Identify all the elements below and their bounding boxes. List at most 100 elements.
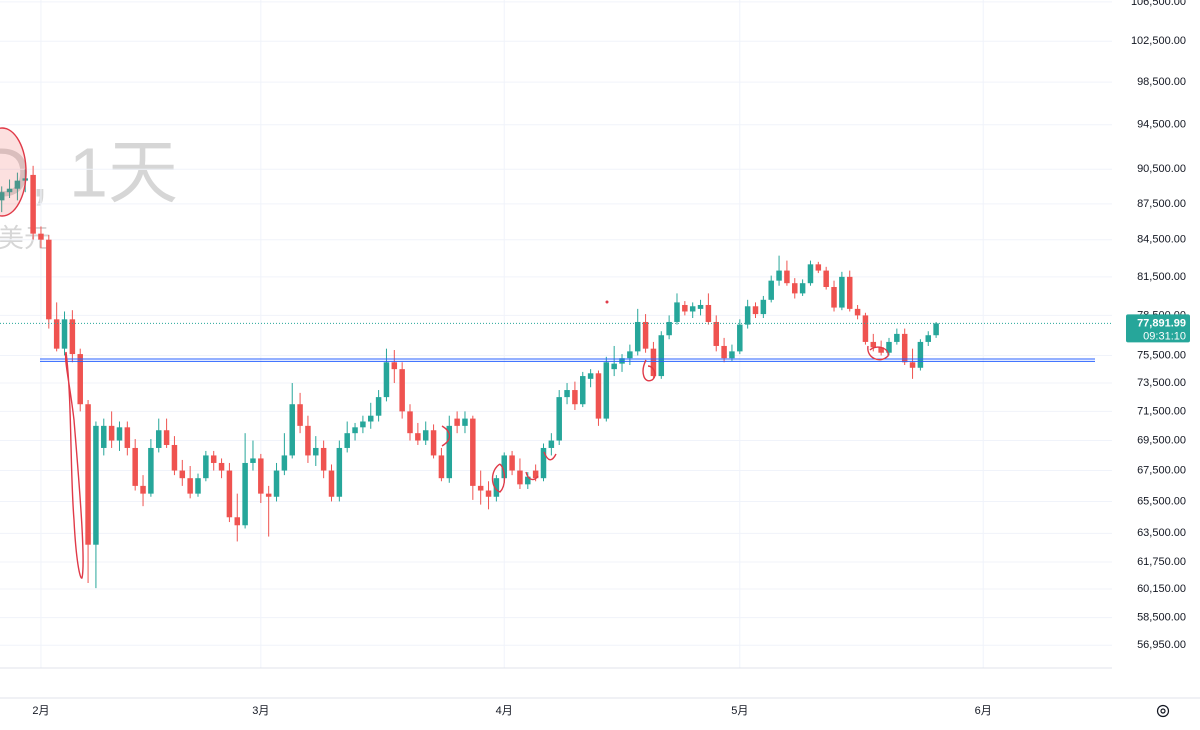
y-tick-label: 94,500.00 [1137,119,1186,131]
candle-body [30,174,36,234]
candle-body [140,485,146,494]
last-price-label: 77,891.99 [1137,317,1186,329]
candle-body [203,455,209,479]
candle-body [0,192,5,201]
settings-icon[interactable] [1156,704,1170,718]
candle-body [352,427,358,434]
price-axis: 56,950.00 58,500.00 60,150.00 61,750.00 63,5… [1126,0,1190,651]
annotation-circle [867,345,889,361]
candle-body [752,306,759,315]
candle-body [61,319,68,349]
candle-body [532,470,539,479]
y-tick-label: 56,950.00 [1137,639,1186,651]
candle-body [93,425,99,545]
time-axis: 2月 3月 4月 5月 6月 [32,705,991,717]
y-tick-label: 58,500.00 [1137,612,1186,624]
settings-gear[interactable] [1156,704,1170,718]
candle-body [336,447,343,497]
candle-body [462,418,468,426]
candle-body [689,306,696,312]
x-tick-label: 6月 [975,705,992,717]
candle-body [666,321,672,336]
candle-body [650,348,657,377]
annotation-mark [543,451,557,461]
candle-body [548,440,555,448]
candle-body [383,362,390,398]
candle-body [391,362,398,370]
annotation-circle [491,463,506,493]
candle-body [878,347,884,353]
candle-body [697,304,704,309]
y-tick-label: 84,500.00 [1137,234,1186,246]
candle-body [799,283,806,294]
candle-body [705,304,712,322]
candle-body [815,264,822,271]
candle-body [509,455,515,471]
last-price-box [1126,314,1190,343]
candle-body [344,433,350,448]
y-tick-label: 60,150.00 [1137,583,1186,595]
candle-body [854,308,861,316]
candle-body [760,299,767,315]
overlays [0,322,1112,362]
candle-body [894,333,900,342]
candle-body [768,280,774,300]
annotation-loop [64,351,84,579]
candle-body [148,447,154,494]
candle-body [540,447,547,479]
candle-body [297,404,303,426]
candle-body [886,341,892,353]
candle-body [250,458,256,463]
candle-body [132,447,138,486]
candle-body [422,430,429,441]
hand-drawn-annotations [0,127,889,579]
candle-body [556,397,562,441]
settings-gear-center[interactable] [1160,708,1166,714]
candle-body [642,321,649,349]
candle-body [77,354,83,405]
candle-body [226,470,233,518]
candle-body [446,425,453,479]
candle-body [674,302,680,322]
candle-body [234,517,241,526]
candle-body [564,390,570,398]
candle-body [682,304,688,312]
candle-body [399,369,405,412]
candle-body [171,444,178,471]
candle-body [580,376,586,405]
candle-body [627,351,633,359]
candle-body [611,363,617,370]
annotation-dot [605,300,609,304]
x-tick-label: 2月 [32,705,49,717]
candle-body [470,418,476,486]
candle-body [454,418,460,426]
candle-body [407,411,413,434]
candle-body [273,470,280,497]
candle-body [933,323,939,336]
candle-body [258,458,264,494]
candle-body [634,321,641,352]
candle-body [281,455,288,471]
candle-body [195,478,201,494]
y-tick-label: 75,500.00 [1137,349,1186,361]
candle-body [839,276,845,308]
candle-body [163,430,170,445]
y-tick-label: 90,500.00 [1137,163,1186,175]
x-tick-label: 3月 [252,705,269,717]
y-tick-label: 69,500.00 [1137,434,1186,446]
candle-body [603,362,610,419]
watermark-symbol: D, 1天 [0,133,178,211]
candle-body [501,455,507,479]
candle-body [587,373,594,379]
candle-body [242,462,248,526]
candle-body [187,478,193,494]
candle-body [210,455,217,463]
candle-body [360,421,366,428]
candle-body [721,345,727,359]
candle-body [713,321,719,346]
annotation-mark [525,471,539,481]
candle-body [525,476,531,485]
y-tick-label: 81,500.00 [1137,271,1186,283]
